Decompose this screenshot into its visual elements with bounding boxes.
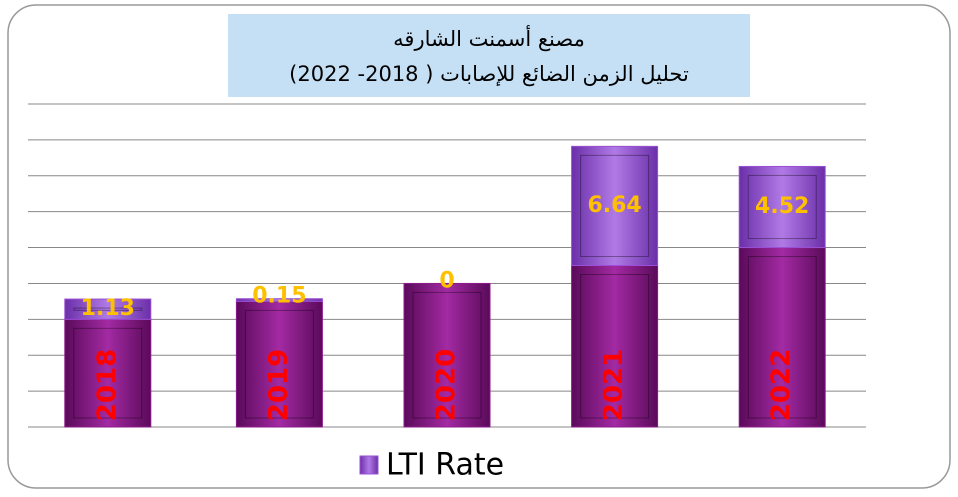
chart-subtitle: تحليل الزمن الضائع للإصابات ( 2018- 2022…: [289, 62, 689, 86]
bar-bevel: [73, 327, 143, 419]
bar: [403, 282, 491, 428]
bar: [738, 247, 826, 428]
bar-bevel: [747, 256, 817, 419]
bar-segment: [738, 247, 826, 428]
bar: [235, 298, 323, 302]
bar: [571, 145, 659, 266]
bar-bevel: [73, 307, 143, 311]
bar-segment: [235, 298, 323, 302]
category-label: 2018: [92, 349, 122, 421]
bar: [235, 300, 323, 428]
bar: [571, 265, 659, 428]
bar-bevel: [580, 274, 650, 419]
bar: [738, 165, 826, 249]
bar-segment: [738, 165, 826, 249]
bar: [64, 318, 152, 428]
value-label: 6.64: [587, 193, 641, 218]
value-label: 1.13: [81, 296, 135, 321]
category-label: 2022: [767, 349, 797, 421]
chart-title: مصنع أسمنت الشارقه: [393, 25, 585, 51]
bar-bevel: [747, 174, 817, 240]
category-label: 2019: [264, 349, 294, 421]
value-label: 0.15: [252, 284, 306, 309]
bar-segment: [403, 282, 491, 428]
bar-bevel: [412, 291, 482, 419]
bar-segment: [64, 318, 152, 428]
value-label: 0: [439, 268, 454, 293]
bar-bevel: [244, 309, 314, 419]
legend-swatch: [359, 455, 379, 475]
category-label: 2021: [599, 349, 629, 421]
bar-segment: [64, 298, 152, 320]
title-box: [228, 14, 750, 97]
bar-segment: [571, 145, 659, 266]
legend-label: LTI Rate: [386, 448, 504, 483]
bar-bevel: [580, 154, 650, 257]
value-label: 4.52: [755, 194, 809, 219]
bar-segment: [235, 300, 323, 428]
bar: [64, 298, 152, 320]
bar-segment: [571, 265, 659, 428]
category-label: 2020: [432, 349, 462, 421]
